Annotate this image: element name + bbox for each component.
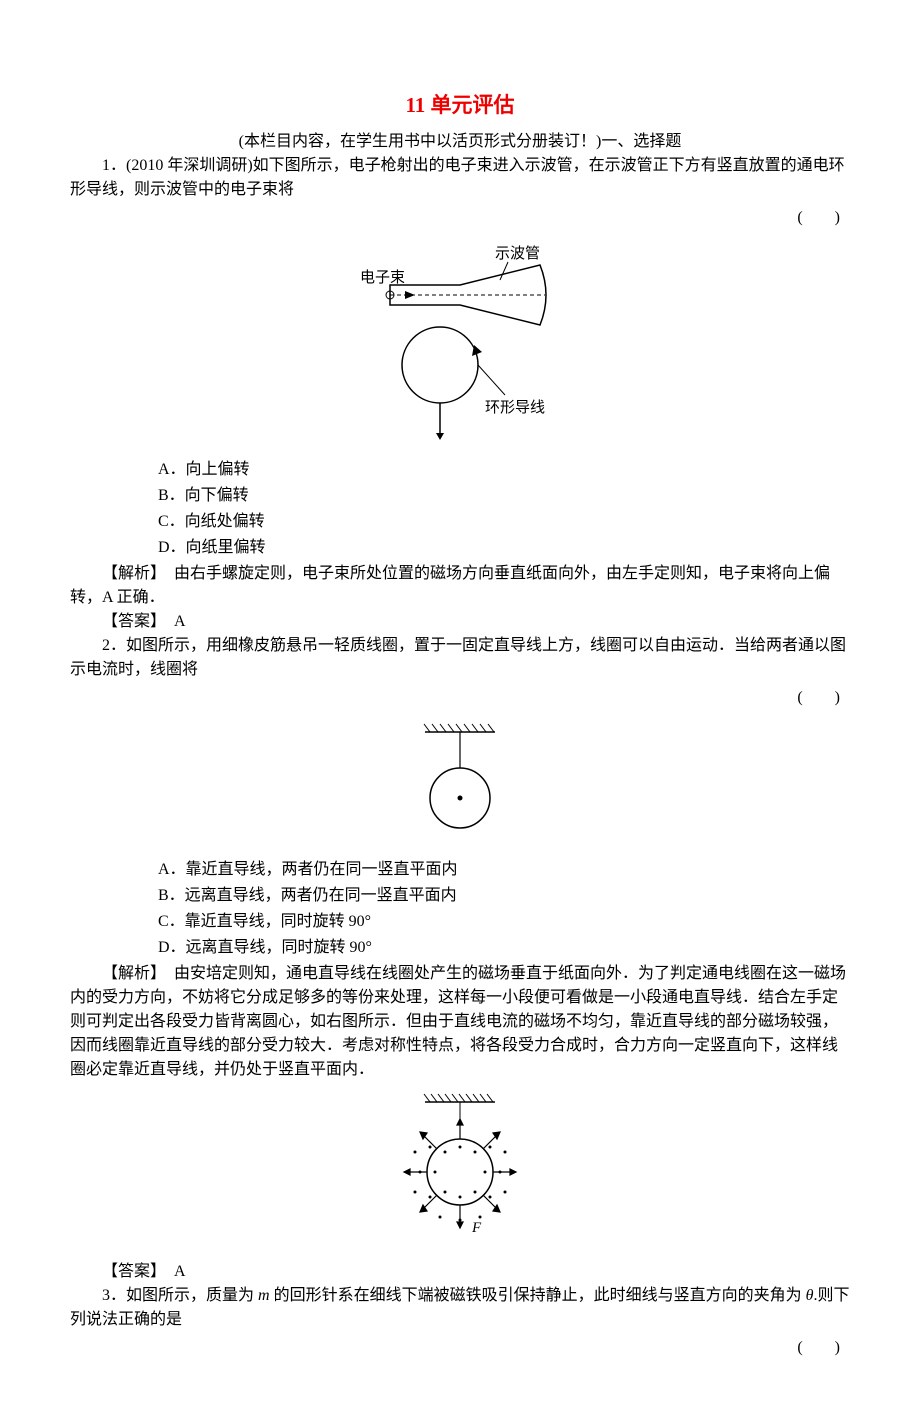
fig1-label-loop: 环形导线 <box>485 399 545 416</box>
q1-blank-paren: ( ) <box>70 206 850 230</box>
analysis-label: 【解析】 <box>102 565 158 582</box>
q2-text: 如图所示，用细橡皮筋悬吊一轻质线圈，置于一固定直导线上方，线圈可以自由运动．当给… <box>70 637 846 678</box>
q2-opt-d: D．远离直导线，同时旋转 90° <box>158 936 850 960</box>
q2-figure-1 <box>70 720 850 848</box>
q1-options: A．向上偏转 B．向下偏转 C．向纸处偏转 D．向纸里偏转 <box>70 458 850 560</box>
q3-stem: 3．如图所示，质量为 m 的回形针系在细线下端被磁铁吸引保持静止，此时细线与竖直… <box>70 1284 850 1332</box>
q1-opt-b: B．向下偏转 <box>158 484 850 508</box>
analysis-label-2: 【解析】 <box>102 965 158 982</box>
q1-opt-a: A．向上偏转 <box>158 458 850 482</box>
q1-opt-c: C．向纸处偏转 <box>158 510 850 534</box>
section-heading: 一、选择题 <box>601 133 681 150</box>
q2-options: A．靠近直导线，两者仍在同一竖直平面内 B．远离直导线，两者仍在同一竖直平面内 … <box>70 858 850 960</box>
q3-var-m: m <box>258 1287 270 1304</box>
q2-opt-c: C．靠近直导线，同时旋转 90° <box>158 910 850 934</box>
q1-figure: 示波管 电子束 环形导线 <box>70 240 850 448</box>
q3-text-a: 如图所示，质量为 <box>126 1287 258 1304</box>
q2-figure-2: F <box>70 1092 850 1250</box>
q3-blank-paren: ( ) <box>70 1336 850 1360</box>
fig2b-force-label: F <box>471 1220 482 1236</box>
q2-opt-a: A．靠近直导线，两者仍在同一竖直平面内 <box>158 858 850 882</box>
q2-stem: 2．如图所示，用细橡皮筋悬吊一轻质线圈，置于一固定直导线上方，线圈可以自由运动．… <box>70 634 850 682</box>
fig1-label-beam: 电子束 <box>360 269 405 286</box>
q2-answer: 【答案】 A <box>70 1260 850 1284</box>
q2-number: 2． <box>102 637 126 654</box>
page-title: 11 单元评估 <box>70 90 850 122</box>
q1-stem: 1．(2010 年深圳调研)如下图所示，电子枪射出的电子束进入示波管，在示波管正… <box>70 154 850 202</box>
q1-answer-text: A <box>158 613 186 630</box>
q1-opt-d: D．向纸里偏转 <box>158 536 850 560</box>
q2-blank-paren: ( ) <box>70 686 850 710</box>
answer-label: 【答案】 <box>102 613 158 630</box>
q1-analysis-text: 由右手螺旋定则，电子束所处位置的磁场方向垂直纸面向外，由左手定则知，电子束将向上… <box>70 565 830 606</box>
q2-analysis-text: 由安培定则知，通电直导线在线圈处产生的磁场垂直于纸面向外．为了判定通电线圈在这一… <box>70 965 846 1078</box>
q3-text-b: 的回形针系在细线下端被磁铁吸引保持静止，此时细线与竖直方向的夹角为 <box>270 1287 806 1304</box>
subtitle-note: (本栏目内容，在学生用书中以活页形式分册装订！) <box>239 133 602 150</box>
q3-number: 3． <box>102 1287 126 1304</box>
q1-analysis: 【解析】 由右手螺旋定则，电子束所处位置的磁场方向垂直纸面向外，由左手定则知，电… <box>70 562 850 610</box>
q1-text: (2010 年深圳调研)如下图所示，电子枪射出的电子束进入示波管，在示波管正下方… <box>70 157 845 198</box>
fig1-label-tube: 示波管 <box>495 245 540 262</box>
q1-number: 1． <box>102 157 126 174</box>
q2-analysis: 【解析】 由安培定则知，通电直导线在线圈处产生的磁场垂直于纸面向外．为了判定通电… <box>70 962 850 1082</box>
q2-opt-b: B．远离直导线，两者仍在同一竖直平面内 <box>158 884 850 908</box>
q1-answer: 【答案】 A <box>70 610 850 634</box>
answer-label-2: 【答案】 <box>102 1263 158 1280</box>
subtitle-row: (本栏目内容，在学生用书中以活页形式分册装订！)一、选择题 <box>70 130 850 154</box>
q2-answer-text: A <box>158 1263 186 1280</box>
